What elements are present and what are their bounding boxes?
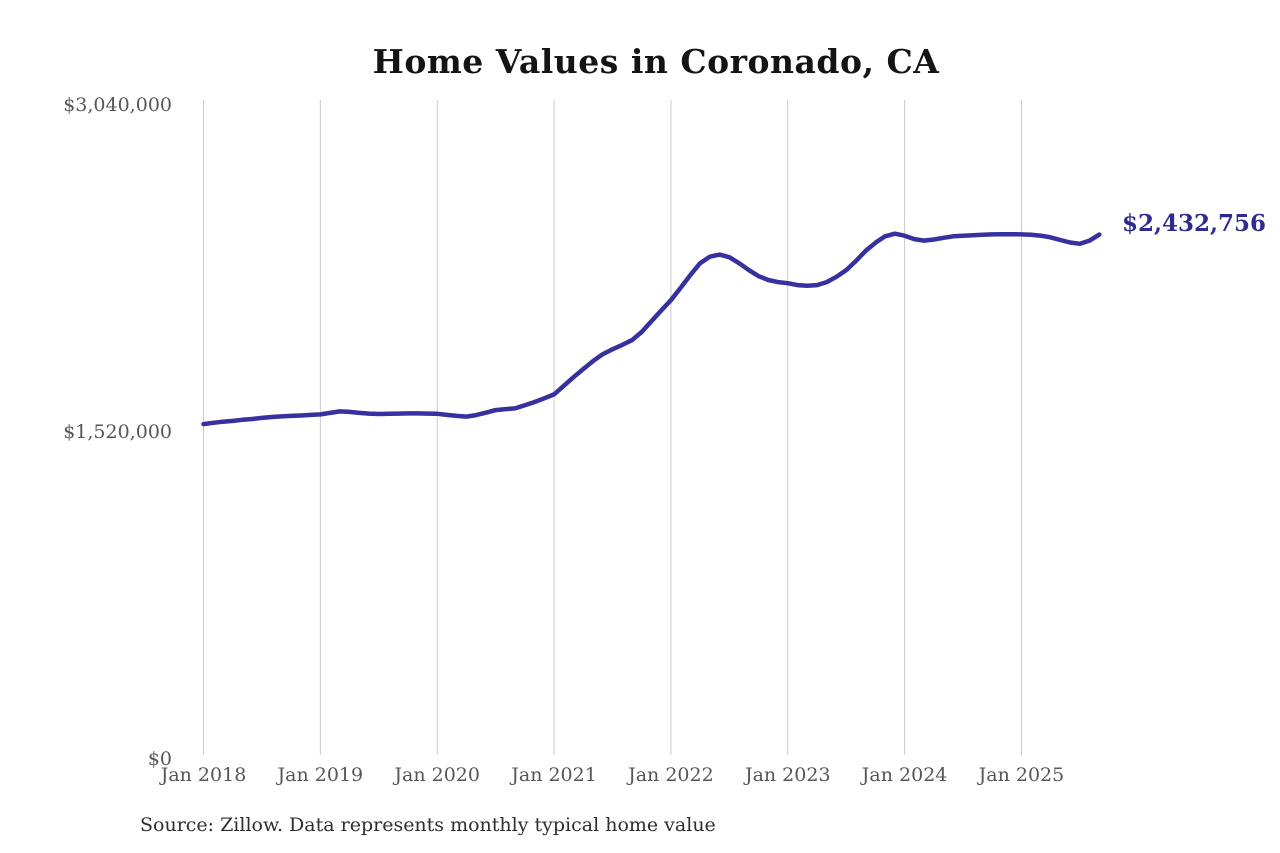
x-tick-label: Jan 2024 [860, 764, 948, 786]
x-tick-label: Jan 2022 [626, 764, 714, 786]
chart-title: Home Values in Coronado, CA [372, 42, 940, 81]
source-note: Source: Zillow. Data represents monthly … [140, 814, 716, 836]
y-tick-label: $0 [148, 748, 172, 770]
x-tick-label: Jan 2025 [977, 764, 1065, 786]
x-tick-label: Jan 2018 [159, 764, 247, 786]
x-tick-label: Jan 2020 [392, 764, 480, 786]
y-tick-label: $1,520,000 [63, 421, 172, 443]
x-tick-label: Jan 2019 [276, 764, 364, 786]
x-tick-label: Jan 2023 [743, 764, 831, 786]
home-value-line [201, 231, 1102, 427]
latest-value-label: $2,432,756 [1122, 210, 1267, 237]
x-tick-label: Jan 2021 [509, 764, 597, 786]
y-tick-label: $3,040,000 [63, 94, 172, 116]
